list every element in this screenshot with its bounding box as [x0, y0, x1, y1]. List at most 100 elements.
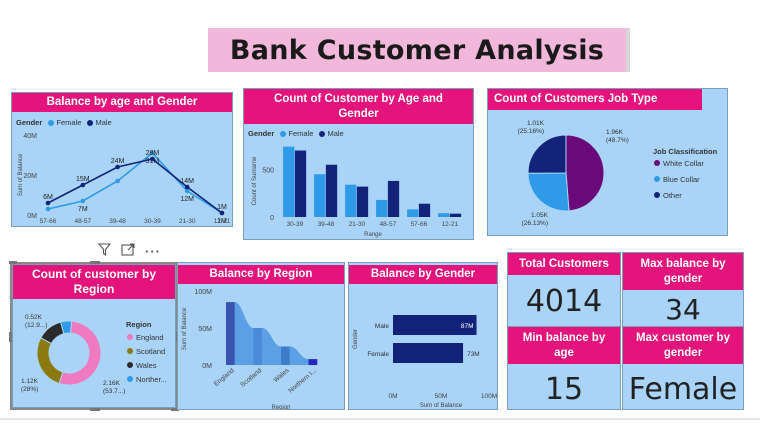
pie-slice: [565, 134, 605, 212]
slice-value-label: 2.16K: [103, 380, 121, 387]
ribbon-connector: [234, 302, 254, 365]
slice-pct-label: (25.16%): [518, 128, 544, 135]
slice-value-label: 1.12K: [21, 378, 39, 385]
x-tick-label: 12-21: [214, 218, 231, 225]
y-tick-label: Male: [375, 323, 389, 330]
y-tick-label: 500: [262, 168, 274, 175]
chart-title: Count of Customer by Age and Gender: [244, 89, 473, 124]
chart-job-type[interactable]: Count of Customers Job Type 1.96K (48.7%)…: [487, 88, 728, 236]
y-tick-label: 50M: [198, 326, 212, 333]
x-tick-label: 48-57: [74, 218, 91, 225]
pie-slice: [527, 172, 570, 212]
data-point: [115, 178, 120, 184]
y-tick-label: 0: [270, 215, 274, 222]
dashboard-title: Bank Customer Analysis: [229, 34, 605, 66]
data-label: 6M: [43, 194, 53, 201]
y-tick-label: 100M: [194, 289, 212, 296]
job-pie-canvas: 1.96K(48.7%) 1.05K(26.13%) 1.01K(25.16%) Jo…: [518, 120, 718, 227]
x-tick-label: 21-30: [349, 221, 366, 228]
pie-slice: [527, 134, 567, 174]
resize-handle-bottom[interactable]: [90, 408, 100, 411]
legend-dot-female: [280, 131, 287, 138]
legend-label-female: Female: [56, 118, 82, 127]
kpi-value: 34: [665, 293, 701, 326]
divider: [0, 418, 760, 420]
legend-title: Gender: [16, 118, 43, 127]
chart-legend: Gender Female Male: [16, 118, 112, 127]
legend-label-male: Male: [327, 129, 344, 138]
kpi-label: Max customer by gender: [623, 327, 743, 364]
data-label: 1M: [217, 204, 227, 211]
gender-bar: [393, 315, 477, 335]
chart-legend: Gender Female Male: [248, 129, 344, 138]
focus-mode-icon[interactable]: [121, 243, 135, 259]
bar-female: [345, 184, 357, 217]
kpi-label: Min balance by age: [508, 327, 620, 364]
gender-bar: [393, 343, 464, 363]
slice-value-label: 0.52K: [25, 314, 43, 321]
legend-label-female: Female: [288, 129, 314, 138]
data-point: [184, 188, 190, 194]
slice-pct-label: (53.7...): [103, 388, 125, 395]
chart-balance-gender[interactable]: Balance by Gender Male 87M Female 73M Gender…: [348, 262, 498, 410]
bar-male: [294, 150, 307, 217]
data-label: 15M: [76, 176, 90, 183]
visual-toolbar: ···: [97, 243, 161, 259]
x-tick-label: 30-39: [287, 221, 304, 228]
x-tick-label: Wales: [273, 367, 292, 384]
x-tick-label: 21-30: [179, 218, 196, 225]
more-options-icon[interactable]: ···: [145, 243, 161, 259]
data-point: [80, 198, 86, 204]
chart-count-age-gender[interactable]: Count of Customer by Age and Gender Gend…: [243, 88, 474, 240]
slice-pct-label: (26.13%): [522, 220, 548, 227]
x-tick-label: 50M: [435, 393, 448, 400]
slice-pct-label: (28%): [21, 386, 38, 393]
bar-male: [356, 186, 369, 217]
legend-dot-male: [319, 131, 326, 138]
bar-male: [387, 180, 400, 217]
data-label: 14M: [180, 178, 194, 185]
y-axis-label: Count of Surname: [252, 156, 258, 205]
bar-female: [438, 213, 450, 217]
y-axis-label: Sum of Balance: [182, 307, 188, 350]
y-axis-label: Gender: [353, 329, 359, 349]
chart-balance-region[interactable]: Balance by Region 0M 50M 100M Sum of Balanc…: [177, 262, 345, 410]
legend-dot-female: [48, 120, 55, 127]
chart-title: Balance by Gender: [349, 265, 497, 284]
legend-dot: [654, 160, 660, 166]
legend-label: Scotland: [136, 347, 165, 356]
kpi-value: 4014: [525, 284, 603, 319]
x-tick-label: England: [213, 367, 236, 388]
line-chart-canvas: 0M 20M 40M Sum of Balance 57-66 48-57 39-48 30-…: [18, 133, 231, 225]
x-tick-label: 57-66: [411, 221, 428, 228]
bar-male: [449, 213, 462, 217]
data-point: [219, 210, 225, 216]
region-bar: [281, 346, 290, 365]
data-label: 31M: [146, 158, 160, 165]
bar-chart-canvas: 0 500 Count of Surname 30-39 39-48 21-30 48-57…: [252, 146, 462, 238]
chart-customer-region[interactable]: Count of customer by Region 2.16K (53.7..…: [12, 264, 176, 408]
x-tick-label: Northern I...: [287, 367, 318, 395]
legend-label: Other: [663, 191, 682, 200]
bar-female: [376, 199, 388, 217]
data-point: [184, 184, 190, 190]
kpi-label: Max balance by gender: [623, 253, 743, 290]
y-tick-label: 0M: [27, 213, 37, 220]
legend-title: Region: [126, 320, 152, 329]
legend-dot: [127, 376, 133, 382]
x-axis-label: Region: [271, 405, 290, 410]
x-axis-label: Sum of Balance: [420, 403, 463, 409]
data-point: [45, 200, 51, 206]
y-tick-label: 20M: [23, 173, 37, 180]
data-point: [45, 206, 51, 212]
x-tick-label: Scotland: [239, 367, 263, 389]
filter-icon[interactable]: [97, 243, 112, 259]
kpi-total-customers: Total Customers 4014: [507, 252, 621, 328]
chart-balance-age-gender[interactable]: Balance by age and Gender Gender Female …: [11, 92, 233, 227]
chart-title: Count of Customers Job Type: [488, 89, 702, 110]
x-tick-label: 39-48: [109, 218, 126, 225]
legend-label-male: Male: [95, 118, 112, 127]
legend-label: Wales: [136, 361, 157, 370]
legend-dot-male: [87, 120, 94, 127]
data-label: 12M: [180, 196, 194, 203]
